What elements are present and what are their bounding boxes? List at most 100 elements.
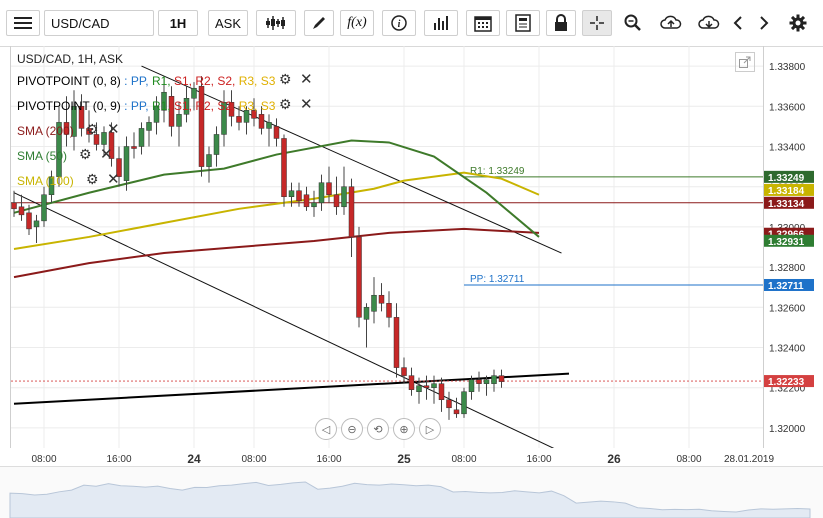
candle-body — [63, 122, 70, 135]
price-label-bg — [764, 196, 814, 209]
candle-body — [71, 106, 77, 137]
cloud-download-button[interactable] — [696, 10, 722, 36]
y-tick-label: 1.32600 — [769, 303, 806, 314]
bar-volume-icon — [434, 16, 448, 30]
x-tick-label: 28.01.2019 — [723, 454, 775, 465]
symbol-input[interactable]: USD/CAD — [44, 10, 154, 36]
zoom-button[interactable] — [620, 10, 646, 36]
pivot-level-label: S3 — [260, 74, 276, 88]
pivot-1-settings-icon[interactable]: ⚙ — [279, 71, 292, 87]
expand-icon — [739, 56, 751, 68]
candle-body — [491, 375, 497, 384]
sma50-close-icon[interactable]: ✕ — [100, 146, 113, 163]
cloud-upload-button[interactable] — [658, 10, 684, 36]
candle-body — [386, 303, 392, 318]
price-label-bg — [764, 375, 814, 388]
sma200-close-icon[interactable]: ✕ — [107, 121, 120, 138]
y-tick-label: 1.33400 — [769, 143, 806, 154]
candle-body — [461, 391, 467, 415]
calendar-button[interactable] — [466, 10, 500, 36]
pivot-level-label: R3, — [238, 74, 261, 88]
candle-body — [236, 116, 242, 123]
sma50-settings-icon[interactable]: ⚙ — [79, 146, 92, 162]
zoom-in-button[interactable]: ⊕ — [393, 418, 415, 440]
sma100-legend: SMA (100) — [17, 174, 74, 188]
candle-body — [258, 114, 265, 129]
candle-body — [303, 194, 310, 208]
nav-left-button[interactable]: ◁ — [315, 418, 337, 440]
reset-zoom-button[interactable]: ⟲ — [367, 418, 389, 440]
pivot-2-settings-icon[interactable]: ⚙ — [279, 96, 292, 112]
candle-body — [86, 128, 92, 135]
candle-body — [416, 385, 422, 392]
trendline — [13, 192, 555, 448]
lock-icon — [555, 14, 567, 31]
candle-body — [393, 317, 400, 368]
y-tick-label: 1.33600 — [769, 102, 806, 113]
zoom-search-icon — [624, 14, 641, 31]
info-button[interactable]: i — [382, 10, 416, 36]
pivot-2-close-icon[interactable]: ✕ — [300, 96, 313, 113]
price-label-bg — [764, 170, 814, 183]
candle-body — [101, 132, 107, 145]
navigator-area — [9, 481, 811, 518]
candle-body — [281, 138, 287, 197]
candle-body — [168, 96, 175, 127]
chart-type-button[interactable] — [256, 10, 296, 36]
price-label-bg — [764, 278, 814, 291]
sma100-settings-icon[interactable]: ⚙ — [86, 171, 99, 187]
candle-body — [131, 146, 137, 149]
candle-body — [356, 236, 362, 318]
pivot-level-label: S3 — [260, 99, 276, 113]
sma200-settings-icon[interactable]: ⚙ — [86, 121, 99, 137]
expand-chart-button[interactable] — [735, 52, 755, 72]
price-type-button[interactable]: ASK — [208, 10, 248, 36]
pivot-1-name: PIVOTPOINT (0, 8) — [17, 74, 121, 88]
candle-body — [378, 294, 385, 304]
chart-area[interactable]: 1.338001.336001.334001.332001.330001.328… — [10, 46, 814, 448]
scroll-right-button[interactable] — [754, 10, 774, 36]
candle-body — [221, 102, 227, 135]
indicators-button[interactable]: f(x) — [340, 10, 374, 36]
navigator-strip[interactable] — [0, 466, 823, 518]
pivot-1-levels: : PP, R1, S1, R2, S2, R3, S3 — [124, 74, 275, 88]
price-type-text: ASK — [214, 15, 241, 31]
news-button[interactable] — [506, 10, 540, 36]
pivot-2-name: PIVOTPOINT (0, 9) — [17, 99, 121, 113]
news-icon — [515, 14, 531, 32]
candle-body — [198, 85, 205, 167]
svg-text:i: i — [398, 19, 401, 30]
candle-body — [243, 110, 250, 123]
chart-navigation: ◁ ⊖ ⟲ ⊕ ▷ — [315, 418, 441, 440]
nav-right-button[interactable]: ▷ — [419, 418, 441, 440]
x-tick-label: 25 — [397, 452, 411, 466]
sma200-legend: SMA (200) — [17, 124, 74, 138]
candle-body — [333, 194, 340, 208]
crosshair-button[interactable] — [582, 10, 612, 36]
scroll-left-button[interactable] — [728, 10, 748, 36]
candle-body — [341, 186, 347, 208]
volume-button[interactable] — [424, 10, 458, 36]
draw-tool-button[interactable] — [304, 10, 334, 36]
pivot-1-close-icon[interactable]: ✕ — [300, 71, 313, 88]
sma100-close-icon[interactable]: ✕ — [107, 171, 120, 188]
candle-body — [41, 194, 47, 222]
candle-body — [296, 190, 302, 202]
price-chart[interactable]: 1.338001.336001.334001.332001.330001.328… — [11, 46, 823, 448]
settings-button[interactable] — [786, 10, 810, 36]
x-tick-label: 24 — [187, 452, 201, 466]
chevron-left-icon — [733, 16, 742, 30]
candle-body — [453, 409, 460, 415]
chart-title: USD/CAD, 1H, ASK — [17, 52, 124, 66]
trendline — [13, 372, 570, 405]
crosshair-icon — [590, 16, 604, 30]
cloud-upload-icon — [660, 15, 682, 29]
candle-body — [116, 158, 122, 177]
timeframe-button[interactable]: 1H — [158, 10, 198, 36]
lock-button[interactable] — [546, 10, 576, 36]
indicator-fx-icon: f(x) — [347, 15, 367, 30]
hamburger-menu-button[interactable] — [6, 10, 40, 36]
zoom-out-button[interactable]: ⊖ — [341, 418, 363, 440]
x-tick-label: 08:00 — [676, 454, 702, 465]
candle-body — [431, 383, 437, 388]
